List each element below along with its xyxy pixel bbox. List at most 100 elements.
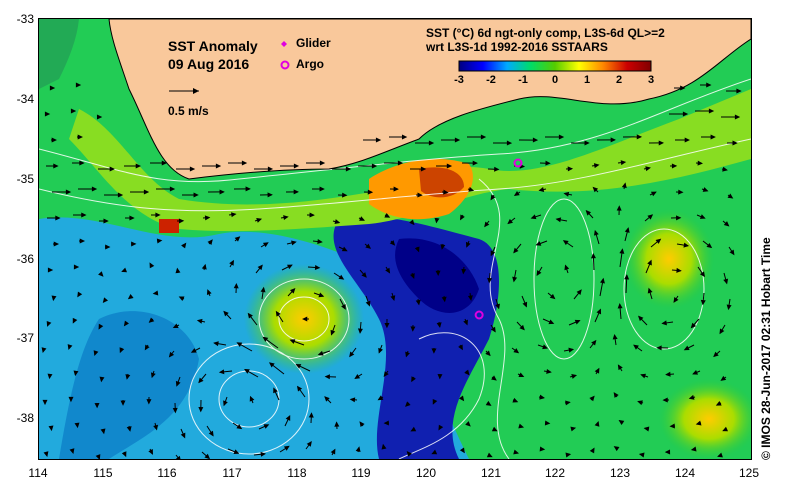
current-arrowhead	[736, 88, 742, 94]
current-arrowhead	[53, 241, 60, 247]
current-arrowhead	[664, 449, 671, 455]
current-arrowhead	[377, 395, 384, 401]
current-arrowhead	[676, 267, 682, 273]
current-arrowhead	[636, 134, 643, 140]
current-arrowhead	[592, 186, 599, 193]
current-arrowhead	[260, 451, 267, 457]
current-arrowhead	[542, 344, 549, 350]
current-arrowhead	[555, 217, 562, 223]
current-arrowhead	[357, 328, 363, 334]
current-arrowhead	[633, 344, 639, 350]
current-arrowhead	[535, 241, 542, 246]
current-arrowhead	[291, 240, 297, 246]
current-arrowhead	[152, 290, 159, 296]
current-arrowhead	[485, 350, 491, 357]
current-arrowhead	[181, 242, 187, 249]
current-arrowhead	[458, 395, 465, 402]
current-arrowhead	[513, 190, 520, 196]
current-arrowhead	[507, 218, 513, 225]
lon-tick: 122	[544, 466, 566, 480]
current-arrowhead	[568, 347, 575, 353]
current-arrowhead	[417, 192, 423, 198]
current-arrowhead	[409, 219, 415, 226]
lat-tick: -33	[16, 12, 34, 26]
sst-map[interactable]	[38, 18, 752, 460]
current-arrowhead	[584, 140, 590, 146]
current-arrowhead	[491, 375, 497, 381]
current-arrowhead	[207, 239, 213, 245]
lon-tick: 116	[157, 466, 177, 480]
colorbar-tick-label: 2	[615, 74, 623, 86]
current-arrowhead	[410, 273, 415, 279]
current-arrowhead	[565, 452, 572, 458]
current-arrowhead	[643, 426, 650, 432]
current-arrowhead	[495, 303, 500, 310]
current-arrowhead	[172, 323, 179, 329]
current-arrowhead	[342, 192, 348, 198]
current-arrowhead	[662, 397, 668, 403]
current-arrowhead	[44, 111, 51, 117]
current-arrowhead	[494, 166, 500, 172]
current-arrowhead	[384, 213, 391, 218]
current-arrowhead	[144, 344, 150, 351]
current-arrowhead	[245, 186, 251, 192]
current-arrowhead	[317, 350, 324, 356]
current-arrowhead	[175, 455, 181, 459]
current-arrowhead	[349, 397, 356, 403]
lat-tick: -38	[16, 411, 34, 425]
current-arrowhead	[236, 424, 243, 430]
current-arrowhead	[518, 423, 525, 429]
current-arrowhead	[656, 345, 662, 351]
current-arrowhead	[454, 137, 461, 143]
current-arrowhead	[72, 317, 78, 324]
current-arrowhead	[262, 242, 269, 248]
current-arrowhead	[480, 134, 487, 140]
current-arrowhead	[365, 243, 372, 249]
current-arrowhead	[283, 215, 289, 221]
current-arrowhead	[621, 182, 627, 189]
current-arrowhead	[513, 449, 519, 455]
current-arrowhead	[558, 134, 565, 140]
copyright-caption: © IMOS 28-Jun-2017 02:31 Hobart Time	[759, 237, 773, 460]
current-arrowhead	[172, 407, 178, 414]
current-arrowhead	[296, 385, 303, 392]
current-arrowhead	[105, 244, 111, 250]
current-arrowhead	[46, 320, 52, 327]
legend-argo: Argo	[296, 57, 324, 71]
current-arrowhead	[612, 333, 618, 340]
current-arrowhead	[127, 294, 134, 300]
current-arrowhead	[206, 289, 212, 295]
current-arrowhead	[684, 137, 690, 143]
current-arrowhead	[676, 215, 682, 221]
current-arrowhead	[443, 189, 449, 195]
current-arrowhead	[262, 336, 269, 342]
current-arrowhead	[330, 329, 336, 336]
current-arrowhead	[548, 319, 555, 325]
current-arrowhead	[665, 371, 671, 377]
current-arrowhead	[708, 108, 715, 114]
lon-tick: 117	[222, 466, 242, 480]
current-arrowhead	[591, 339, 597, 346]
current-arrowhead	[401, 134, 408, 140]
current-arrowhead	[594, 420, 600, 427]
current-arrowhead	[673, 297, 679, 303]
current-arrowhead	[610, 137, 616, 143]
current-arrowhead	[431, 449, 438, 455]
current-arrowhead	[77, 134, 83, 140]
current-arrowhead	[123, 320, 129, 327]
current-arrowhead	[193, 192, 199, 198]
current-arrowhead	[143, 189, 150, 195]
lon-tick: 121	[480, 466, 502, 480]
current-arrowhead	[563, 191, 570, 197]
current-arrowhead	[47, 373, 53, 380]
current-arrowhead	[683, 345, 690, 351]
colorbar-tick-label: -2	[486, 74, 496, 86]
current-arrowhead	[256, 217, 263, 223]
current-arrowhead	[285, 414, 291, 421]
current-arrowhead	[544, 420, 551, 426]
current-arrowhead	[680, 85, 686, 91]
current-arrowhead	[624, 227, 630, 233]
current-arrowhead	[330, 448, 336, 455]
current-arrowhead	[700, 299, 706, 306]
current-arrowhead	[618, 419, 625, 426]
